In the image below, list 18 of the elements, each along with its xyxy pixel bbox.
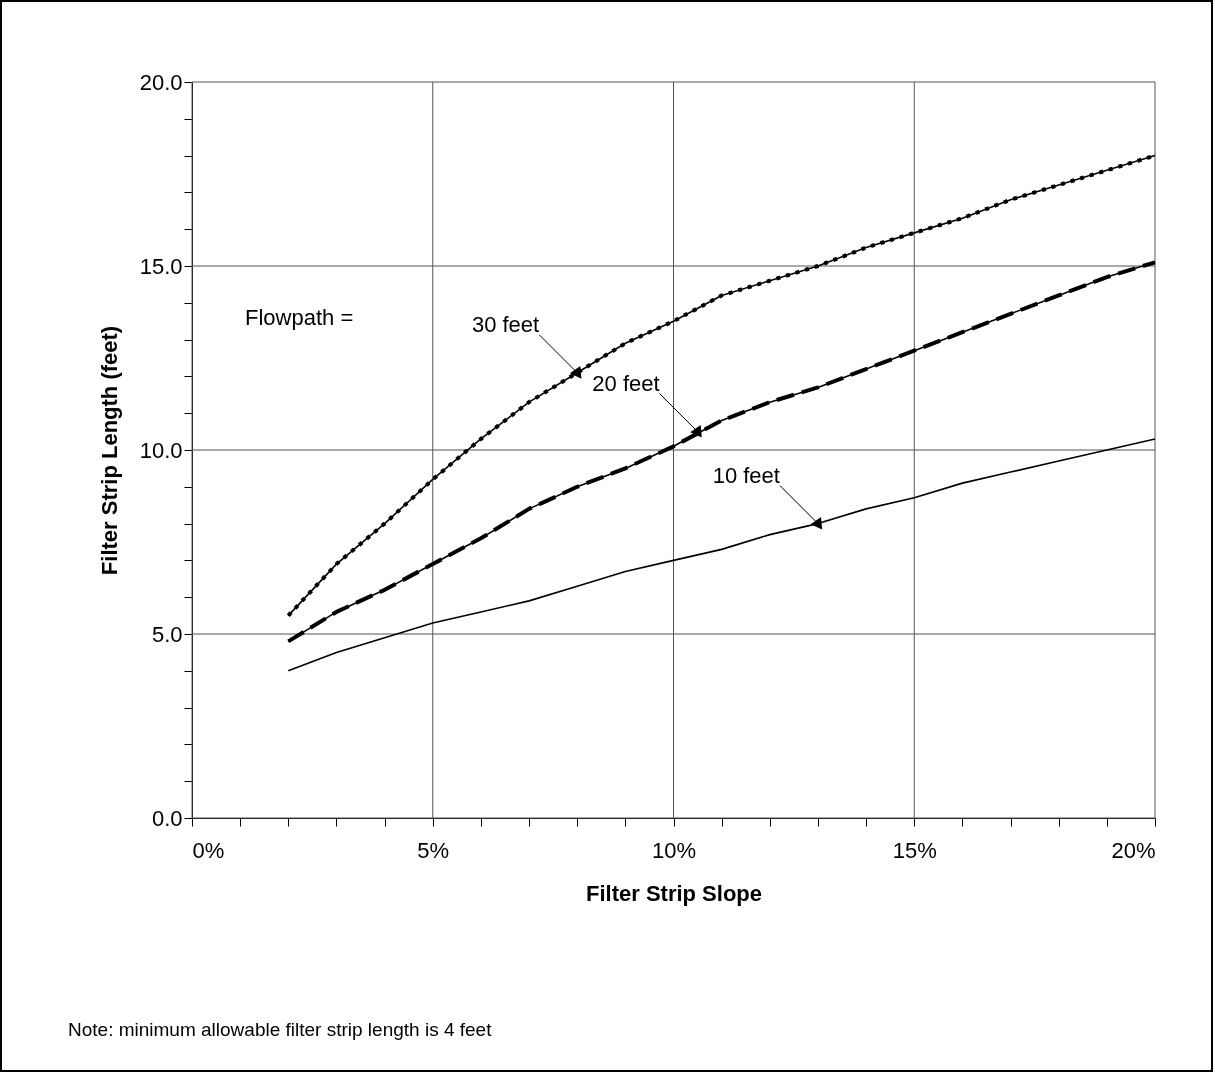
x-tick-label: 20% bbox=[1111, 837, 1156, 863]
y-tick-label: 20.0 bbox=[139, 69, 183, 95]
y-axis-title: Filter Strip Length (feet) bbox=[96, 325, 122, 576]
x-tick-label: 10% bbox=[651, 837, 697, 863]
annotation: Flowpath = bbox=[245, 305, 354, 330]
line-series bbox=[287, 438, 1156, 672]
annotation: 20 feet bbox=[592, 370, 660, 396]
y-tick-label: 0.0 bbox=[151, 805, 183, 831]
annotation: 10 feet bbox=[712, 462, 780, 488]
annotation: 30 feet bbox=[471, 311, 540, 337]
y-tick-label: 10.0 bbox=[139, 437, 183, 463]
y-tick-label: 15.0 bbox=[139, 253, 183, 279]
y-tick-label: 5.0 bbox=[151, 621, 183, 647]
text: Note: minimum allowable filter strip length is 4 feet bbox=[68, 1019, 493, 1040]
x-tick-label: 0% bbox=[192, 837, 225, 863]
x-tick-label: 5% bbox=[417, 837, 450, 863]
x-tick-label: 15% bbox=[892, 837, 937, 863]
x-axis-title: Filter Strip Slope bbox=[585, 880, 763, 906]
